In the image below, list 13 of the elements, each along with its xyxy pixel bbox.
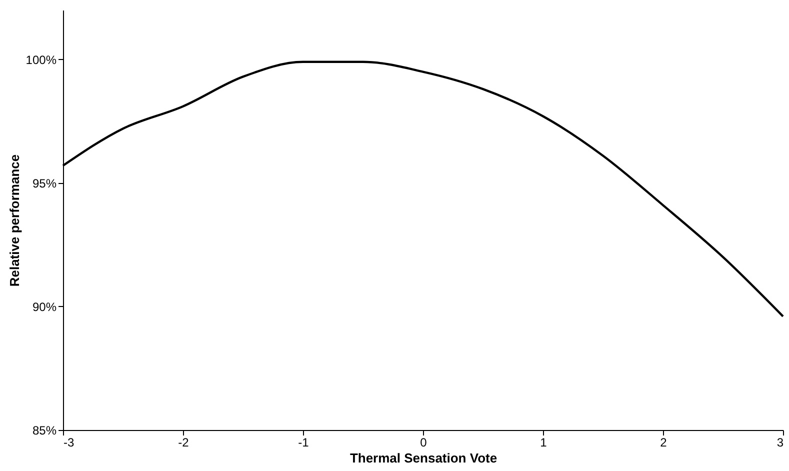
y-tick-label: 85% [32,424,57,438]
y-axis-title: Relative performance [6,154,22,287]
y-tick-label: 100% [26,52,57,67]
x-tick-label: -1 [298,436,310,450]
x-tick-label: -3 [64,436,74,450]
y-tick-label: 95% [32,176,57,190]
x-tick-label: 2 [660,436,668,450]
x-axis-title: Thermal Sensation Vote [350,450,498,466]
x-tick-label: 0 [420,436,428,450]
x-tick-label: 3 [776,436,784,450]
x-tick-label: 1 [540,436,548,450]
x-tick-label: -2 [178,436,190,450]
y-tick-label: 90% [32,300,57,314]
